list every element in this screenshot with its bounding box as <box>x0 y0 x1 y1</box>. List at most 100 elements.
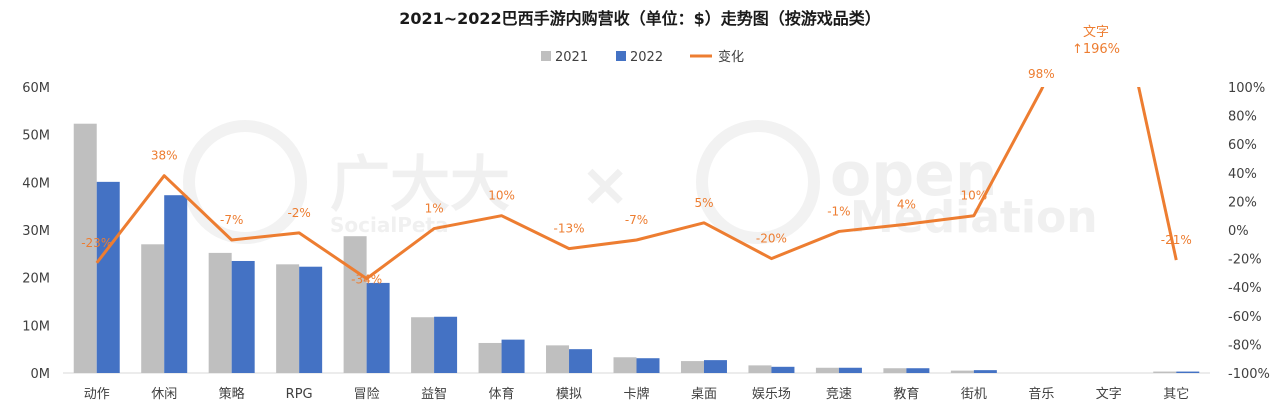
bar-2021-冒险 <box>343 236 367 373</box>
y-left-tick-label: 10M <box>22 319 50 334</box>
bars <box>73 123 1200 373</box>
x-category-label: 街机 <box>961 387 987 402</box>
legend-swatch-2021 <box>541 51 551 61</box>
bar-2022-桌面 <box>703 360 727 373</box>
watermark-separator: × <box>580 150 630 220</box>
bar-2021-其它 <box>1153 371 1177 373</box>
y-right-tick-label: 20% <box>1228 195 1257 210</box>
bar-2021-竞速 <box>815 367 839 373</box>
change-data-label: -13% <box>554 222 585 236</box>
y-right-tick-label: -40% <box>1228 281 1262 296</box>
change-data-label: -1% <box>827 204 850 218</box>
change-data-label: 10% <box>961 189 988 203</box>
bar-2021-益智 <box>411 317 435 373</box>
watermark-brand1-sub: SocialPeta <box>330 213 449 237</box>
bar-2022-娱乐场 <box>771 366 795 373</box>
bar-2022-益智 <box>434 316 458 373</box>
bar-2021-RPG <box>276 264 300 373</box>
y-left-tick-label: 0M <box>31 367 51 382</box>
legend-swatch-2022 <box>616 51 626 61</box>
change-data-label: 98% <box>1028 67 1055 81</box>
bar-2022-竞速 <box>838 367 862 373</box>
change-data-label: -2% <box>287 206 310 220</box>
bar-2022-教育 <box>906 368 930 373</box>
change-line-path <box>95 87 1178 281</box>
change-data-label: -20% <box>756 232 787 246</box>
y-right-tick-label: 80% <box>1228 110 1257 125</box>
bar-2021-休闲 <box>141 244 165 373</box>
y-left-tick-label: 60M <box>22 81 50 96</box>
change-data-label: 1% <box>425 202 444 216</box>
callout-line1: 文字 <box>1083 25 1109 40</box>
bar-2021-策略 <box>208 252 232 373</box>
y-right-tick-label: 100% <box>1228 81 1265 96</box>
bar-2022-模拟 <box>569 349 593 373</box>
watermark-brand1: 广大大 <box>330 150 510 220</box>
y-left-tick-label: 20M <box>22 272 50 287</box>
bar-2021-教育 <box>883 368 907 373</box>
x-category-label: 冒险 <box>354 387 380 402</box>
x-category-label: RPG <box>286 387 313 402</box>
bar-2021-街机 <box>950 370 974 373</box>
y-right-tick-label: -100% <box>1228 367 1270 382</box>
watermark-brand2: open <box>830 140 998 210</box>
bar-2022-RPG <box>299 266 323 373</box>
x-category-label: 文字 <box>1096 387 1122 402</box>
y-right-tick-label: 60% <box>1228 138 1257 153</box>
bar-2021-动作 <box>73 123 97 373</box>
x-category-label: 卡牌 <box>623 386 649 402</box>
change-data-label: -34% <box>351 273 382 287</box>
y-axis-left: 0M 10M 20M 30M 40M 50M 60M <box>22 81 50 382</box>
legend-label-2021: 2021 <box>555 50 588 65</box>
legend-label-2022: 2022 <box>630 50 663 65</box>
y-axis-right: -100% -80% -60% -40% -20% 0% 20% 40% 60% 80% 100% <box>1228 81 1270 382</box>
bar-2022-冒险 <box>366 282 390 373</box>
change-data-label: -21% <box>1161 233 1192 247</box>
bar-2022-其它 <box>1176 371 1200 373</box>
x-axis-labels: 动作 休闲 策略 RPG 冒险 益智 体育 模拟 卡牌 桌面 娱乐场 竞速 教育 街机 音乐 文字 其它 <box>84 386 1190 402</box>
x-category-label: 休闲 <box>151 387 177 402</box>
watermark-brand2-sub: Mediation <box>850 192 1098 243</box>
bar-2021-娱乐场 <box>748 365 772 373</box>
change-data-label: -7% <box>220 213 243 227</box>
x-category-label: 音乐 <box>1028 386 1054 402</box>
y-left-tick-label: 40M <box>22 176 50 191</box>
bar-2021-模拟 <box>546 345 570 373</box>
bar-2022-体育 <box>501 339 525 373</box>
bar-2022-街机 <box>973 370 997 373</box>
change-data-label: -7% <box>625 213 648 227</box>
x-category-label: 娱乐场 <box>752 387 791 402</box>
y-right-tick-label: -80% <box>1228 338 1262 353</box>
x-category-label: 桌面 <box>691 387 717 402</box>
x-category-label: 模拟 <box>556 387 582 402</box>
bar-2021-桌面 <box>680 361 704 373</box>
y-right-tick-label: 0% <box>1228 224 1249 239</box>
y-right-tick-label: -60% <box>1228 310 1262 325</box>
bar-2021-体育 <box>478 342 502 373</box>
y-left-tick-label: 30M <box>22 224 50 239</box>
x-category-label: 策略 <box>219 386 245 402</box>
change-data-label: 10% <box>488 189 515 203</box>
x-category-label: 动作 <box>84 387 110 402</box>
x-category-label: 益智 <box>421 387 447 402</box>
watermark-logo-right <box>696 120 820 244</box>
bar-2022-休闲 <box>164 195 188 373</box>
x-category-label: 竞速 <box>826 386 852 402</box>
x-category-label: 其它 <box>1163 386 1189 402</box>
y-left-tick-label: 50M <box>22 129 50 144</box>
y-right-tick-label: -20% <box>1228 253 1262 268</box>
bar-2022-动作 <box>96 181 120 373</box>
legend-label-change: 变化 <box>718 49 744 65</box>
bar-2022-卡牌 <box>636 358 660 373</box>
callout-text-change: 文字 ↑196% <box>1072 25 1120 57</box>
bar-2022-策略 <box>231 260 255 373</box>
y-right-tick-label: 40% <box>1228 167 1257 182</box>
watermark-logo-left <box>183 120 307 244</box>
legend: 2021 2022 变化 <box>541 49 744 65</box>
x-category-label: 体育 <box>489 386 515 402</box>
watermark: 广大大 SocialPeta × open Mediation <box>183 120 1098 244</box>
change-data-label: 38% <box>151 149 178 163</box>
x-category-label: 教育 <box>893 386 919 402</box>
change-data-label: 5% <box>694 196 713 210</box>
